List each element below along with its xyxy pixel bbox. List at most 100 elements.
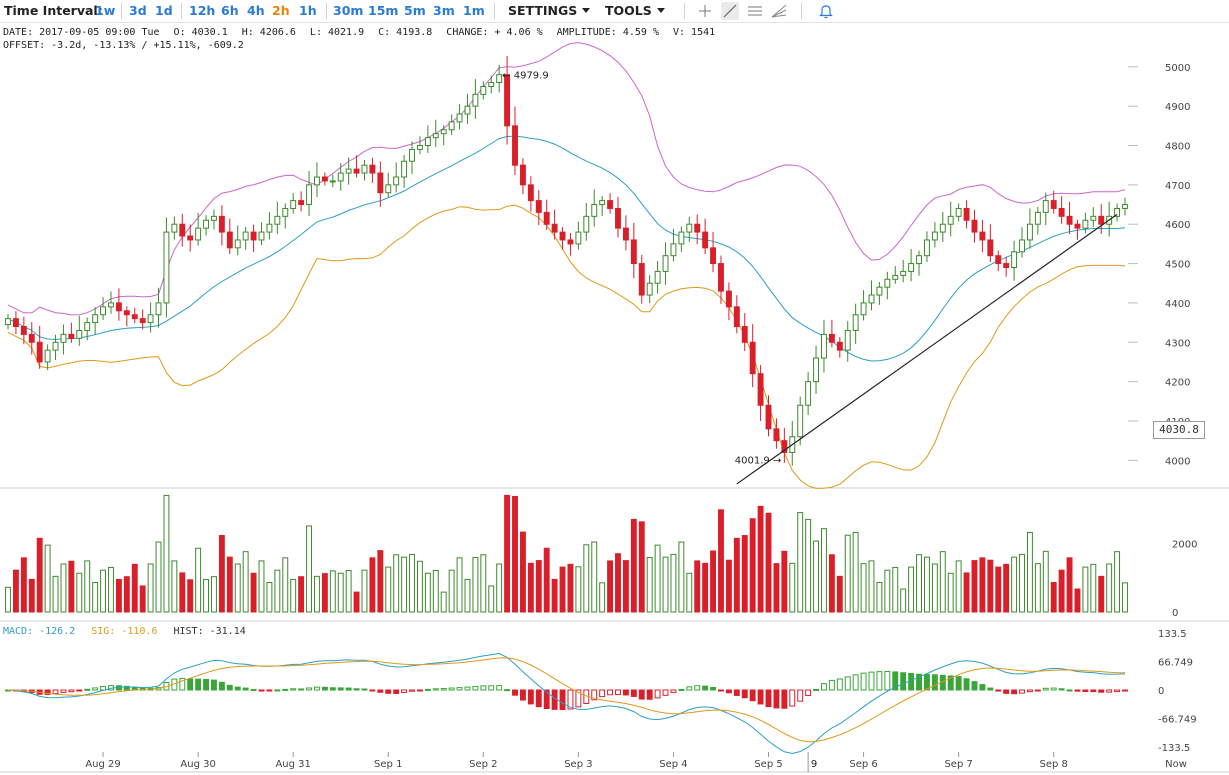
volume-bar	[393, 554, 400, 613]
volume-bar	[1058, 569, 1065, 613]
volume-bar	[1106, 563, 1113, 613]
settings-label: SETTINGS	[508, 3, 578, 18]
candle-body	[519, 164, 526, 186]
volume-bar	[678, 541, 685, 613]
candle-body	[931, 231, 938, 241]
macd-histogram-bar	[892, 671, 899, 691]
volume-bar	[92, 582, 99, 613]
candle-body	[456, 113, 463, 123]
volume-bar	[44, 544, 51, 613]
interval-1h[interactable]: 1h	[299, 3, 317, 18]
candle-body	[1098, 215, 1105, 225]
tools-menu[interactable]: TOOLS	[605, 3, 665, 18]
interval-4h[interactable]: 4h	[247, 3, 265, 18]
volume-bar	[1011, 556, 1018, 613]
candle-body	[416, 145, 423, 150]
volume-bar	[828, 554, 835, 613]
macd-histogram-bar	[464, 686, 471, 691]
interval-3d[interactable]: 3d	[129, 3, 147, 18]
volume-bar	[369, 557, 376, 613]
macd-histogram-bar	[282, 688, 289, 691]
interval-3m[interactable]: 3m	[433, 3, 455, 18]
macd-histogram-bar	[60, 689, 67, 693]
volume-bar	[1114, 551, 1121, 613]
candle-body	[250, 231, 257, 241]
candle-body	[409, 148, 415, 162]
fib-fan-icon[interactable]	[770, 2, 788, 20]
volume-bar	[979, 557, 986, 613]
candle-body	[828, 333, 835, 343]
macd-histogram-bar	[686, 686, 693, 691]
candle-body	[28, 333, 35, 343]
volume-bar	[987, 559, 994, 613]
volume-bar	[995, 566, 1002, 613]
volume-bar	[218, 535, 225, 613]
candle-body	[266, 223, 273, 233]
settings-menu[interactable]: SETTINGS	[508, 3, 591, 18]
interval-2h[interactable]: 2h	[272, 3, 290, 18]
volume-bar	[527, 562, 534, 613]
price-tick-label: 4600	[1165, 220, 1190, 231]
macd-histogram-bar	[710, 686, 717, 691]
interval-6h[interactable]: 6h	[221, 3, 239, 18]
interval-12h[interactable]: 12h	[189, 3, 216, 18]
volume-bar	[488, 585, 495, 613]
candle-body	[559, 231, 566, 241]
volume-bar	[52, 575, 59, 613]
candle-body	[84, 322, 91, 331]
candle-body	[1058, 207, 1065, 217]
alert-bell-icon[interactable]	[817, 2, 835, 20]
interval-30m[interactable]: 30m	[333, 3, 364, 18]
macd-histogram-bar	[622, 689, 629, 696]
volume-bar	[155, 541, 162, 613]
interval-15m[interactable]: 15m	[368, 3, 399, 18]
macd-histogram-bar	[195, 678, 202, 691]
macd-tick-label: 0	[1158, 686, 1164, 697]
info-offset: OFFSET: -3.2d, -13.13% / +15.11%, -609.2	[3, 39, 244, 51]
candle-body	[36, 341, 43, 363]
macd-histogram-bar	[527, 689, 534, 705]
candle-body	[694, 223, 701, 233]
volume-bar	[472, 556, 479, 613]
cursor-marker-label: 9	[811, 759, 817, 770]
macd-histogram-bar	[369, 689, 376, 692]
candle-body	[1003, 263, 1010, 269]
macd-histogram-bar	[725, 689, 732, 694]
macd-histogram-bar	[424, 688, 431, 691]
macd-histogram-bar	[377, 689, 384, 693]
volume-bar	[432, 570, 439, 613]
horizontal-lines-icon[interactable]	[746, 2, 764, 20]
trendline-icon[interactable]	[721, 2, 739, 20]
macd-histogram-bar	[773, 689, 780, 709]
macd-histogram-bar	[860, 672, 867, 691]
volume-bar	[662, 556, 669, 613]
macd-histogram-bar	[274, 689, 281, 692]
interval-1w[interactable]: 1w	[95, 3, 116, 18]
candle-body	[274, 215, 281, 225]
macd-histogram-bar	[416, 689, 423, 692]
volume-bar	[892, 566, 899, 613]
volume-bar	[622, 560, 629, 613]
volume-bar	[424, 572, 431, 613]
macd-value: MACD: -126.2	[3, 626, 76, 637]
macd-info: MACD: -126.2 SIG: -110.6 HIST: -31.14	[3, 626, 262, 637]
macd-histogram-bar	[456, 687, 463, 691]
volume-bar	[1003, 563, 1010, 613]
candle-body	[100, 306, 107, 316]
volume-bar	[638, 521, 645, 613]
macd-histogram-bar	[84, 688, 91, 691]
interval-1d[interactable]: 1d	[155, 3, 173, 18]
crosshair-icon[interactable]	[696, 2, 714, 20]
volume-bar	[321, 573, 328, 613]
candle-body	[440, 129, 447, 135]
candle-body	[638, 263, 645, 296]
candle-body	[1026, 223, 1033, 241]
interval-1m[interactable]: 1m	[463, 3, 485, 18]
volume-tick-label: 2000	[1172, 539, 1197, 550]
time-interval-label: Time Interval:	[4, 3, 103, 18]
price-chart[interactable]: 5000490048004700460045004400430042004100…	[0, 22, 1229, 775]
candle-body	[488, 82, 495, 87]
toolbar-separator	[326, 3, 327, 19]
candle-body	[686, 223, 693, 233]
interval-5m[interactable]: 5m	[404, 3, 426, 18]
